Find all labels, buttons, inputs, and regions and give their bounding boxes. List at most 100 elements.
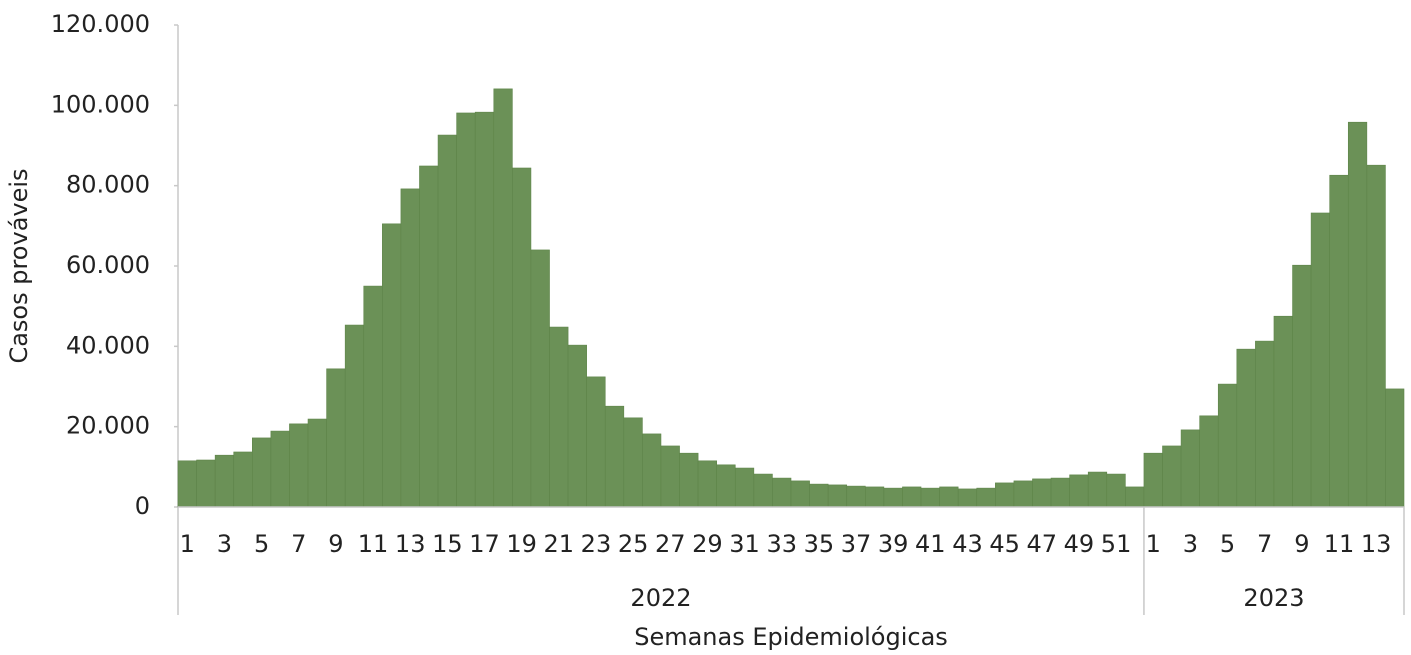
bar — [252, 437, 272, 508]
x-tick-label: 19 — [506, 530, 537, 558]
bar — [1347, 121, 1368, 508]
x-axis-title: Semanas Epidemiológicas — [634, 623, 948, 651]
bar — [1310, 212, 1330, 508]
x-tick-label: 13 — [1361, 530, 1392, 558]
bar — [1050, 477, 1070, 508]
bar — [493, 88, 513, 508]
bar — [549, 326, 569, 508]
y-axis-title: Casos prováveis — [5, 168, 33, 363]
x-tick-label: 31 — [729, 530, 760, 558]
bar — [1180, 429, 1200, 508]
bar — [642, 433, 662, 508]
x-tick-label: 15 — [432, 530, 463, 558]
bar — [753, 473, 773, 508]
y-tick-label: 80.000 — [66, 171, 150, 199]
bar — [883, 487, 903, 508]
x-tick-label: 3 — [217, 530, 232, 558]
x-tick-label: 43 — [952, 530, 983, 558]
x-tick-label: 17 — [469, 530, 500, 558]
x-tick-label: 41 — [915, 530, 946, 558]
x-tick-label: 35 — [804, 530, 835, 558]
bar — [957, 488, 978, 508]
bar — [400, 188, 420, 508]
group-label: 2023 — [1243, 584, 1304, 612]
bar — [902, 486, 922, 508]
bar — [1125, 486, 1145, 508]
bar — [567, 344, 587, 508]
bar — [214, 454, 235, 508]
bar — [437, 134, 457, 508]
x-tick-label: 13 — [395, 530, 426, 558]
bar — [586, 376, 606, 508]
bar — [1385, 388, 1405, 508]
bar — [920, 487, 940, 508]
bar — [419, 165, 439, 508]
bar — [270, 430, 290, 508]
bar — [976, 487, 996, 508]
bar — [604, 405, 625, 508]
bar — [660, 445, 680, 508]
bar — [1292, 264, 1312, 508]
y-tick-label: 40.000 — [66, 331, 150, 359]
bar — [716, 464, 736, 508]
bar — [474, 111, 495, 508]
x-tick-label: 3 — [1183, 530, 1198, 558]
x-tick-label: 39 — [878, 530, 909, 558]
bar — [363, 285, 383, 508]
bar — [233, 451, 253, 508]
x-tick-label: 7 — [1257, 530, 1272, 558]
bar — [697, 460, 717, 508]
x-tick-label: 7 — [291, 530, 306, 558]
bar — [1106, 473, 1126, 508]
bar — [289, 423, 309, 508]
bar — [623, 417, 643, 508]
bar — [1032, 478, 1052, 508]
bar — [530, 249, 550, 508]
y-tick-label: 120.000 — [51, 10, 150, 38]
x-tick-label: 1 — [1146, 530, 1161, 558]
y-tick-label: 20.000 — [66, 412, 150, 440]
bar — [734, 467, 755, 508]
x-tick-label: 21 — [544, 530, 575, 558]
bar — [1255, 340, 1275, 508]
x-tick-label: 1 — [180, 530, 195, 558]
x-tick-label: 51 — [1101, 530, 1132, 558]
bar — [307, 418, 327, 508]
x-tick-label: 45 — [989, 530, 1020, 558]
bar — [1366, 164, 1386, 508]
x-tick-label: 5 — [1220, 530, 1235, 558]
x-tick-label: 25 — [618, 530, 649, 558]
bar — [1329, 174, 1349, 508]
x-tick-label: 23 — [581, 530, 612, 558]
bar — [177, 460, 197, 508]
bar — [809, 483, 829, 508]
bar — [326, 368, 346, 508]
bar — [827, 484, 848, 508]
bar — [939, 486, 959, 508]
x-tick-label: 11 — [1324, 530, 1355, 558]
x-tick-label: 11 — [358, 530, 389, 558]
bar — [1013, 480, 1033, 508]
bar — [790, 480, 810, 508]
x-tick-label: 29 — [692, 530, 723, 558]
y-tick-label: 100.000 — [51, 90, 150, 118]
x-tick-label: 33 — [766, 530, 797, 558]
bar — [1162, 445, 1182, 508]
bar — [1087, 471, 1108, 508]
bar — [1236, 348, 1256, 508]
bar — [865, 486, 885, 508]
x-tick-label: 49 — [1064, 530, 1095, 558]
x-tick-label: 9 — [328, 530, 343, 558]
x-tick-label: 5 — [254, 530, 269, 558]
bar — [344, 324, 365, 508]
y-tick-label: 0 — [135, 492, 150, 520]
bar — [1217, 383, 1238, 508]
bar — [1069, 474, 1089, 508]
bar — [196, 459, 216, 508]
bar — [772, 477, 792, 508]
x-tick-label: 47 — [1026, 530, 1057, 558]
x-tick-label: 27 — [655, 530, 686, 558]
bar — [456, 112, 476, 508]
bar — [1273, 315, 1293, 508]
